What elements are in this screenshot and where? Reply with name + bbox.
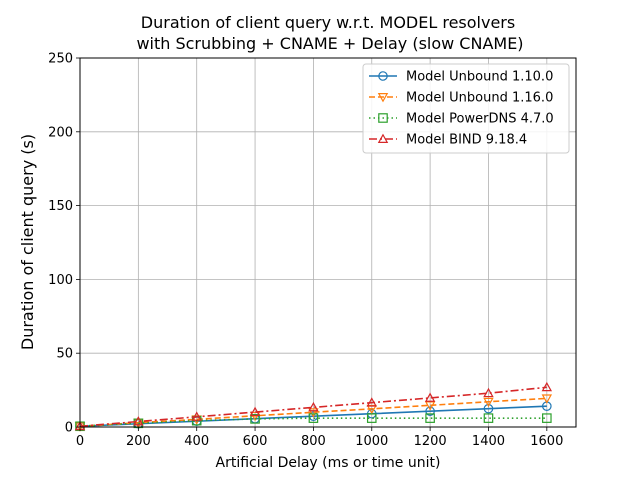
plot-frame [79, 57, 577, 428]
y-tick-label: 50 [56, 347, 73, 362]
legend-box [362, 63, 570, 154]
ticks: 0 200 400 600 800 1000 1200 1400 1600 0 50 100 150 20… [48, 52, 563, 450]
legend-swatch-marker [378, 113, 388, 123]
data-point [250, 414, 260, 424]
x-tick-label: 200 [126, 434, 151, 449]
legend-label: Model BIND 9.18.4 [406, 133, 527, 148]
legend-item: Model PowerDNS 4.7.0 [369, 112, 554, 127]
series-line [79, 417, 547, 428]
y-tick-label: 200 [48, 125, 73, 140]
data-point [541, 394, 553, 404]
legend: Model Unbound 1.10.0 Model Unbound 1.16.0… [362, 63, 570, 154]
legend-swatch-marker [378, 71, 388, 81]
legend-item: Model Unbound 1.16.0 [369, 91, 553, 106]
legend-label: Model PowerDNS 4.7.0 [406, 112, 554, 127]
data-point [425, 413, 435, 423]
legend-swatch-marker [377, 93, 389, 103]
chart-title-line-1: Duration of client query w.r.t. MODEL re… [141, 13, 515, 32]
data-point [424, 392, 436, 402]
data-point [191, 411, 202, 421]
data-point [542, 413, 552, 423]
y-tick-label: 250 [48, 52, 73, 67]
legend-swatch-marker [377, 133, 389, 143]
series-line [79, 386, 547, 428]
data-point [249, 411, 261, 422]
series-line [79, 397, 547, 428]
chart-title-line-2: with Scrubbing + CNAME + Delay (slow CNA… [136, 34, 523, 53]
series-4 [74, 381, 553, 431]
x-axis-label: Artificial Delay (ms or time unit) [216, 455, 441, 471]
data-point [308, 408, 319, 418]
data-point [366, 413, 377, 423]
data-point [424, 401, 436, 411]
data-point [483, 387, 494, 398]
y-axis-label: Duration of client query (s) [18, 134, 37, 350]
x-tick-label: 0 [76, 434, 84, 449]
data-point [133, 416, 144, 426]
x-tick-label: 600 [243, 434, 268, 449]
y-tick-label: 150 [48, 199, 73, 214]
y-tick-label: 100 [48, 273, 73, 288]
data-point [308, 413, 319, 423]
x-tick-label: 1400 [472, 434, 505, 449]
y-tick-label: 0 [65, 421, 73, 436]
data-point [308, 401, 319, 412]
data-point [249, 406, 261, 417]
data-point [483, 403, 494, 414]
legend-label: Model Unbound 1.16.0 [406, 91, 553, 106]
x-tick-label: 1000 [355, 434, 388, 449]
legend-label: Model Unbound 1.10.0 [406, 70, 553, 85]
data-point [483, 413, 494, 423]
data-point [366, 397, 377, 407]
data-point [541, 381, 553, 392]
x-tick-label: 400 [184, 434, 209, 449]
x-tick-label: 800 [301, 434, 326, 449]
data-point [483, 397, 494, 408]
x-tick-label: 1200 [414, 434, 447, 449]
legend-item: Model Unbound 1.10.0 [369, 70, 553, 85]
x-tick-label: 1600 [530, 434, 563, 449]
data-point [425, 406, 435, 417]
legend-item: Model BIND 9.18.4 [369, 133, 527, 148]
